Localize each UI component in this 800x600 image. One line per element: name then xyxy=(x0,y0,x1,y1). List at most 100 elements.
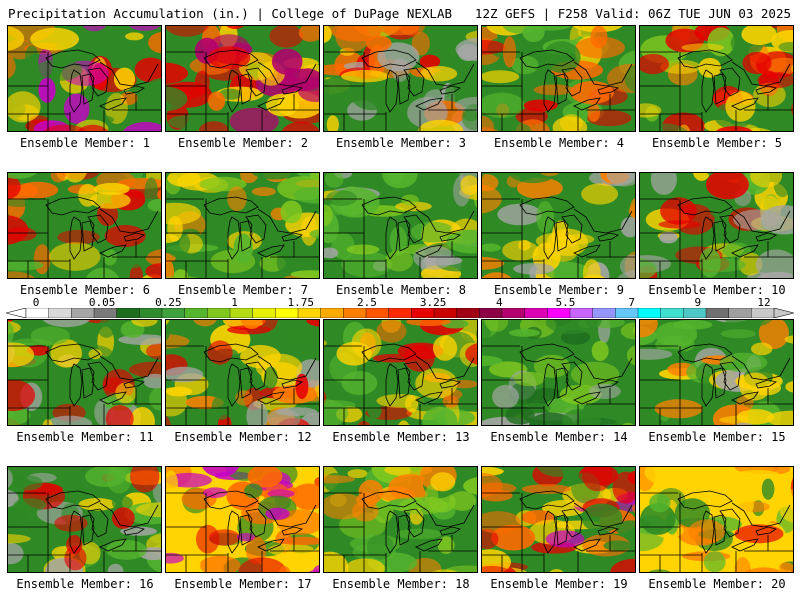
precip-colorbar xyxy=(6,308,794,318)
colorbar-swatch xyxy=(388,308,412,318)
colorbar-swatch xyxy=(547,308,571,318)
colorbar-tick-label: 4 xyxy=(495,296,503,309)
colorbar-swatch xyxy=(161,308,186,318)
colorbar-swatch xyxy=(411,308,435,318)
colorbar-max-arrow xyxy=(773,308,794,318)
precip-field xyxy=(8,320,161,425)
ensemble-member-map xyxy=(481,25,636,132)
ensemble-member-map xyxy=(323,172,478,279)
colorbar-swatch xyxy=(252,308,276,318)
colorbar-swatch xyxy=(728,308,752,318)
colorbar-swatch xyxy=(275,308,299,318)
colorbar-swatch xyxy=(433,308,458,318)
ensemble-member-label: Ensemble Member: 10 xyxy=(648,283,786,297)
ensemble-member-map xyxy=(639,25,794,132)
ensemble-member-label: Ensemble Member: 15 xyxy=(648,430,786,444)
ensemble-member-label: Ensemble Member: 19 xyxy=(490,577,628,591)
ensemble-member-map xyxy=(481,466,636,573)
ensemble-member-map xyxy=(481,172,636,279)
colorbar-tick-label: 0.25 xyxy=(155,296,182,309)
colorbar-swatch xyxy=(343,308,367,318)
ensemble-member-label: Ensemble Member: 14 xyxy=(490,430,628,444)
colorbar-swatch xyxy=(25,308,50,318)
ensemble-member-label: Ensemble Member: 16 xyxy=(16,577,154,591)
colorbar-tick-label: 1.75 xyxy=(287,296,314,309)
colorbar-tick-label: 2.5 xyxy=(356,296,377,309)
precip-field xyxy=(166,467,319,572)
precip-field xyxy=(8,467,161,572)
ensemble-member-map xyxy=(7,319,162,426)
colorbar-tick-label: 0 xyxy=(32,296,40,309)
colorbar-tick-label: 9 xyxy=(694,296,702,309)
colorbar-min-arrow xyxy=(6,308,27,318)
precip-field xyxy=(8,173,161,278)
precip-field xyxy=(482,26,635,131)
ensemble-member-map xyxy=(7,466,162,573)
ensemble-member-label: Ensemble Member: 13 xyxy=(332,430,470,444)
run-valid-time: 12Z GEFS | F258 Valid: 06Z TUE JUN 03 20… xyxy=(474,6,791,21)
ensemble-member-label: Ensemble Member: 4 xyxy=(493,136,625,150)
precip-field xyxy=(324,26,477,131)
ensemble-member-map xyxy=(323,466,478,573)
colorbar-tick-label: 7 xyxy=(628,296,635,309)
ensemble-member-label: Ensemble Member: 18 xyxy=(332,577,470,591)
precip-field xyxy=(640,467,793,572)
ensemble-member-label: Ensemble Member: 5 xyxy=(651,136,783,150)
ensemble-member-label: Ensemble Member: 2 xyxy=(177,136,309,150)
precip-field xyxy=(166,320,319,425)
precip-field xyxy=(324,173,477,278)
colorbar-swatch xyxy=(48,308,72,318)
colorbar-tick-label: 1 xyxy=(231,296,238,309)
ensemble-member-map xyxy=(639,319,794,426)
colorbar-tick-label: 3.25 xyxy=(419,296,447,309)
ensemble-member-map xyxy=(7,172,162,279)
ensemble-member-label: Ensemble Member: 1 xyxy=(19,136,151,150)
ensemble-member-label: Ensemble Member: 7 xyxy=(177,283,309,297)
ensemble-member-map xyxy=(165,172,320,279)
colorbar-swatch xyxy=(660,308,684,318)
map-title: Precipitation Accumulation (in.) | Colle… xyxy=(8,6,453,21)
colorbar-swatch xyxy=(116,308,140,318)
ensemble-member-map xyxy=(481,319,636,426)
colorbar-swatch xyxy=(705,308,730,318)
ensemble-member-map xyxy=(7,25,162,132)
precip-field xyxy=(482,320,635,425)
colorbar-swatch xyxy=(365,308,390,318)
colorbar-swatch xyxy=(569,308,594,318)
ensemble-member-map xyxy=(639,466,794,573)
precip-field xyxy=(482,173,635,278)
precip-field xyxy=(166,26,319,131)
precip-field xyxy=(640,173,793,278)
colorbar-swatch xyxy=(93,308,118,318)
precip-field xyxy=(640,320,793,425)
precip-field xyxy=(166,173,319,278)
colorbar-swatch xyxy=(615,308,639,318)
colorbar-tick-label: 12 xyxy=(757,296,771,309)
colorbar-swatch xyxy=(139,308,163,318)
colorbar-swatch xyxy=(501,308,526,318)
colorbar-swatch xyxy=(184,308,208,318)
colorbar-swatch xyxy=(524,308,548,318)
colorbar-swatch xyxy=(751,308,775,318)
precip-field xyxy=(8,26,161,131)
ensemble-member-map xyxy=(323,319,478,426)
ensemble-member-label: Ensemble Member: 11 xyxy=(16,430,154,444)
colorbar-swatch xyxy=(683,308,707,318)
ensemble-member-label: Ensemble Member: 12 xyxy=(174,430,312,444)
precip-field xyxy=(482,467,635,572)
ensemble-member-map xyxy=(323,25,478,132)
ensemble-member-label: Ensemble Member: 17 xyxy=(174,577,312,591)
colorbar-swatch xyxy=(297,308,322,318)
ensemble-member-map xyxy=(639,172,794,279)
ensemble-member-map xyxy=(165,466,320,573)
ensemble-member-map xyxy=(165,319,320,426)
ensemble-member-label: Ensemble Member: 3 xyxy=(335,136,467,150)
ensemble-member-label: Ensemble Member: 8 xyxy=(335,283,467,297)
ensemble-member-map xyxy=(165,25,320,132)
colorbar-tick-label: 0.05 xyxy=(88,296,116,309)
ensemble-member-label: Ensemble Member: 20 xyxy=(648,577,786,591)
precip-field xyxy=(640,26,793,131)
colorbar-tick-label: 5.5 xyxy=(555,296,576,309)
ensemble-member-label: Ensemble Member: 9 xyxy=(493,283,625,297)
colorbar-swatch xyxy=(592,308,616,318)
